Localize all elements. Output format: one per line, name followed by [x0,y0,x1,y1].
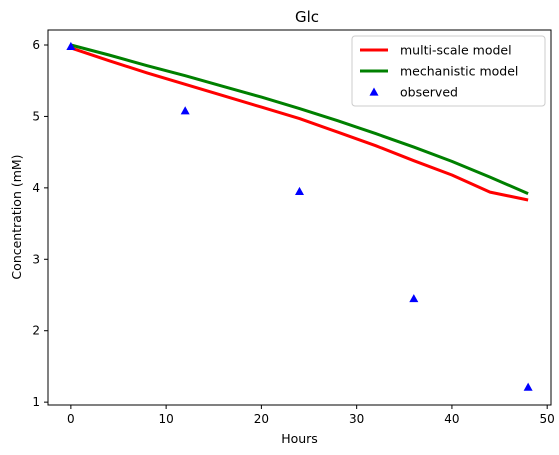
y-tick-label: 5 [32,109,40,123]
x-tick-label: 20 [254,412,269,426]
y-tick-label: 1 [32,395,40,409]
legend-label: mechanistic model [400,64,518,79]
legend-label: observed [400,85,458,100]
observed-point [66,41,76,51]
x-tick-label: 50 [540,412,555,426]
legend: multi-scale model mechanistic model observ… [351,35,546,107]
legend-label: multi-scale model [400,43,512,58]
series-line-0 [70,46,529,202]
x-tick-label: 40 [444,412,459,426]
series-line-1 [70,43,529,195]
x-tick-label: 10 [158,412,173,426]
chart-title: Glc [295,8,319,26]
observed-point [523,382,533,391]
y-axis-label: Concentration (mM) [9,154,24,279]
series-layer [66,41,533,391]
observed-point [409,294,419,303]
x-tick-label: 0 [67,412,75,426]
legend-box [351,35,546,107]
y-tick-label: 4 [32,181,40,195]
y-tick-label: 3 [32,252,40,266]
y-tick-label: 2 [32,324,40,338]
y-axis: 1 2 3 4 5 6 [32,38,48,409]
x-axis-label: Hours [281,431,318,446]
observed-point [180,106,190,115]
x-axis: 0 10 20 30 40 50 [67,405,555,426]
x-tick-label: 30 [349,412,364,426]
observed-point [295,186,304,196]
legend-swatch [369,87,379,96]
y-tick-label: 6 [32,38,40,52]
plot-area [47,29,552,406]
